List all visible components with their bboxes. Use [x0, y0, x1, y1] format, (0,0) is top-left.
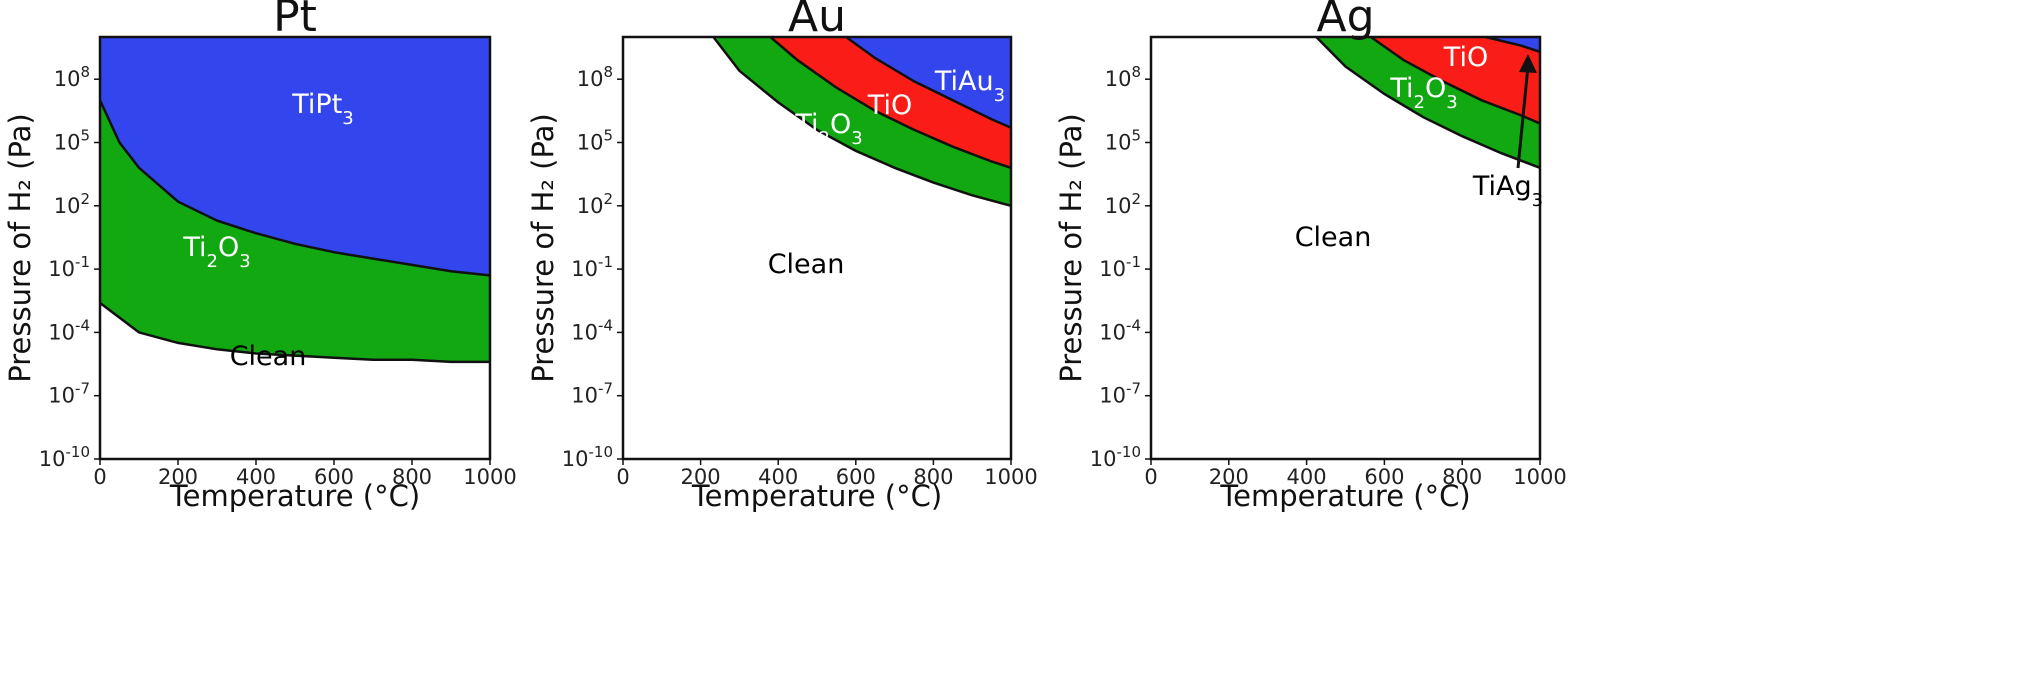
region-label-tio: TiO [1443, 42, 1488, 73]
y-tick-label: 10-10 [1090, 443, 1141, 471]
y-tick-label: 10-4 [571, 316, 613, 344]
x-tick-label: 0 [616, 465, 629, 489]
x-axis-label: Temperature (°C) [1219, 479, 1470, 513]
y-tick-label: 10-10 [562, 443, 613, 471]
y-tick-label: 10-7 [48, 380, 90, 408]
boundary-line [845, 37, 1011, 129]
y-tick-label: 102 [54, 190, 90, 218]
panel-ag: 0 200 400 600 800 1000 10-10 10-7 10-4 10-1 102 105… [1054, 0, 1567, 513]
x-tick-label: 800 [913, 465, 953, 489]
region-tipt3 [100, 37, 490, 276]
x-tick-label: 600 [314, 465, 354, 489]
y-tick-label: 10-10 [39, 443, 90, 471]
y-tick-label: 105 [1105, 127, 1141, 155]
region-label-tipt3: TiPt3 [291, 89, 354, 129]
region-label-clean: Clean [1295, 222, 1372, 253]
region-label-clean: Clean [768, 249, 845, 280]
region-label-ti2o3: Ti2O3 [1389, 73, 1457, 113]
y-tick-label: 108 [54, 63, 90, 91]
annotation-arrow-shaft [1516, 65, 1530, 169]
y-axis-label: Pressure of H₂ (Pa) [526, 113, 560, 382]
y-tick-label: 102 [1105, 190, 1141, 218]
region-fills [1151, 37, 1540, 459]
y-tick-label: 10-1 [571, 253, 613, 281]
y-tick-label: 108 [577, 63, 613, 91]
region-fills [623, 37, 1011, 459]
x-tick-label: 400 [1287, 465, 1327, 489]
x-axis-label: Temperature (°C) [169, 479, 420, 513]
panel-title: Ag [1316, 0, 1374, 42]
boundary-line [100, 99, 490, 277]
region-label-tio: TiO [867, 90, 912, 121]
y-tick-label: 10-1 [1099, 253, 1141, 281]
boundary-line [1485, 37, 1540, 53]
y-tick-label: 10-4 [48, 316, 90, 344]
y-tick-label: 105 [54, 127, 90, 155]
panel-title: Pt [273, 0, 317, 42]
y-tick-label: 10-1 [48, 253, 90, 281]
annotation-arrow-head [1519, 54, 1537, 73]
y-tick-label: 10-7 [571, 380, 613, 408]
x-tick-label: 800 [1442, 465, 1482, 489]
region-label-tiau3: TiAu3 [934, 66, 1005, 106]
x-tick-label: 1000 [1513, 465, 1566, 489]
region-fills [100, 37, 490, 459]
y-axis-label: Pressure of H₂ (Pa) [3, 113, 37, 382]
x-tick-label: 200 [1209, 465, 1249, 489]
x-tick-label: 1000 [463, 465, 516, 489]
y-tick-label: 102 [577, 190, 613, 218]
x-tick-label: 400 [758, 465, 798, 489]
x-tick-label: 800 [392, 465, 432, 489]
panel-au: 0 200 400 600 800 1000 10-10 10-7 10-4 10-1 102 105… [526, 0, 1038, 513]
x-tick-label: 0 [1144, 465, 1157, 489]
y-axis-label: Pressure of H₂ (Pa) [1054, 113, 1088, 382]
x-tick-label: 600 [836, 465, 876, 489]
panel-pt: 0 200 400 600 800 1000 10-10 10-7 10-4 10-1 102 105… [3, 0, 517, 513]
region-tiag3 [1485, 37, 1540, 52]
x-tick-label: 200 [681, 465, 721, 489]
x-tick-label: 600 [1364, 465, 1404, 489]
plot-frame [621, 35, 1013, 461]
x-tick-label: 200 [158, 465, 198, 489]
boundary-line [1315, 37, 1540, 169]
region-label-ti2o3: Ti2O3 [182, 232, 250, 272]
x-tick-label: 0 [93, 465, 106, 489]
y-tick-label: 10-7 [1099, 380, 1141, 408]
x-tick-label: 1000 [984, 465, 1037, 489]
boundary-line [100, 301, 490, 364]
y-tick-label: 108 [1105, 63, 1141, 91]
boundary-line [712, 37, 1011, 208]
region-tio [1370, 37, 1540, 124]
x-axis-label: Temperature (°C) [691, 479, 942, 513]
y-tick-label: 105 [577, 127, 613, 155]
panel-title: Au [788, 0, 846, 42]
region-label-clean: Clean [230, 341, 307, 372]
plot-frame [98, 35, 492, 461]
y-tick-label: 10-4 [1099, 316, 1141, 344]
region-label-tiag3: TiAg3 [1472, 171, 1543, 211]
region-label-ti2o3: Ti2O3 [794, 109, 862, 149]
x-tick-label: 400 [236, 465, 276, 489]
region-tiau3 [846, 37, 1011, 128]
boundary-line [769, 37, 1011, 169]
plot-frame [1149, 35, 1542, 461]
